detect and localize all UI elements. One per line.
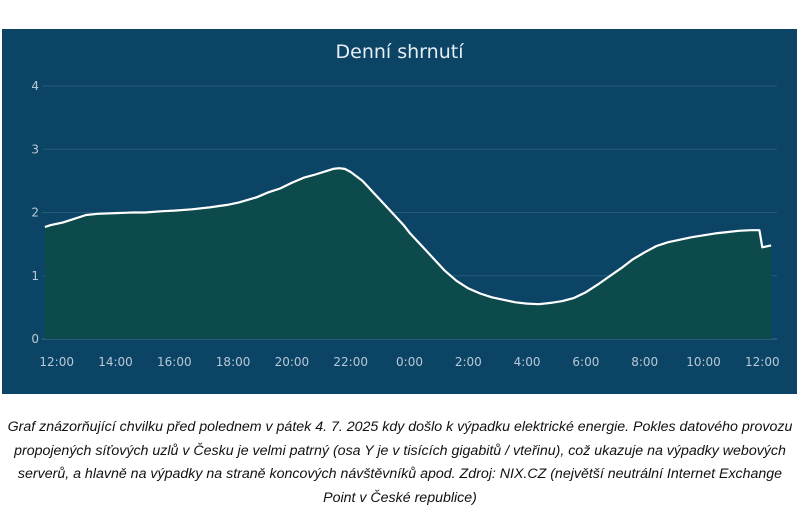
x-tick-label: 8:00 — [631, 355, 658, 369]
x-tick-label: 4:00 — [514, 355, 541, 369]
x-tick-label: 18:00 — [216, 355, 251, 369]
y-tick-label: 0 — [31, 332, 39, 346]
x-tick-label: 2:00 — [455, 355, 482, 369]
chart-title: Denní shrnutí — [335, 41, 464, 63]
figure-caption: Graf znázorňující chvilku před polednem … — [7, 419, 793, 506]
y-tick-label: 4 — [31, 79, 39, 93]
x-tick-label: 10:00 — [686, 355, 721, 369]
x-tick-label: 12:00 — [39, 355, 74, 369]
x-tick-label: 6:00 — [572, 355, 599, 369]
x-tick-label: 0:00 — [396, 355, 423, 369]
y-tick-label: 1 — [31, 269, 39, 283]
y-tick-label: 2 — [31, 206, 39, 220]
x-tick-label: 20:00 — [275, 355, 310, 369]
y-tick-label: 3 — [31, 142, 39, 156]
series-area — [44, 168, 772, 339]
x-tick-label: 12:00 — [745, 355, 780, 369]
x-tick-label: 16:00 — [157, 355, 192, 369]
series-line — [44, 167, 772, 306]
x-tick-label: 14:00 — [98, 355, 133, 369]
x-tick-label: 22:00 — [333, 355, 368, 369]
chart-svg: 0 1 2 3 4 12:00 14:00 16:00 18:00 20:00 22:00 0:00 2… — [31, 79, 780, 369]
chart-panel: 0 1 2 3 4 12:00 14:00 16:00 18:00 20:00 22:00 0:00 2… — [2, 29, 797, 394]
